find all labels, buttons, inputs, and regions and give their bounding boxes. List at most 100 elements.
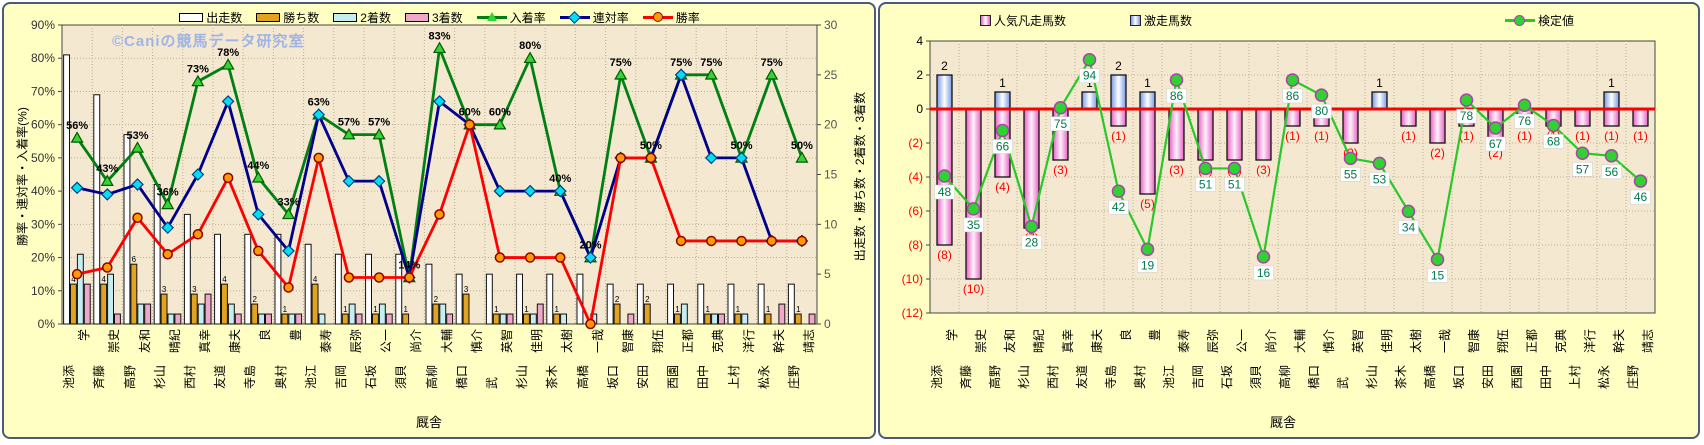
value-label-test-value-7: 42 bbox=[1112, 200, 1126, 214]
marker-quinella-rate-18 bbox=[584, 251, 597, 264]
x-label-stable-22: 田中 克典 bbox=[696, 329, 726, 389]
stable-name: 豊 bbox=[1147, 329, 1162, 342]
bar-wins-8 bbox=[281, 313, 289, 325]
stable-name: 安田 bbox=[635, 364, 650, 389]
stable-name: 靖志 bbox=[1640, 329, 1655, 354]
value-label-test-value-4: 28 bbox=[1025, 236, 1039, 250]
bar-starts-22 bbox=[697, 283, 705, 325]
bar-label-wins-22: 1 bbox=[705, 305, 710, 314]
y-left-tick-label: 30% bbox=[31, 217, 55, 231]
stable-name: 高橋 bbox=[575, 364, 590, 389]
value-label-box-23 bbox=[1572, 162, 1593, 177]
bar-wins-11 bbox=[372, 313, 379, 325]
x-label-stable-5: 西村 真幸 bbox=[1046, 329, 1076, 389]
stable-name: 石坂 bbox=[1219, 364, 1234, 389]
bar-label-wins-1: 4 bbox=[71, 275, 76, 284]
value-label-box-13 bbox=[1282, 88, 1303, 104]
y-left-tick-label: 90% bbox=[31, 18, 55, 32]
stable-name: 斉藤 bbox=[92, 364, 107, 389]
value-label-place-rate-13: 83% bbox=[428, 30, 450, 42]
stable-name: 松永 bbox=[1596, 364, 1611, 389]
bar-label-wins-8: 1 bbox=[283, 305, 288, 314]
x-label-stable-5: 西村 真幸 bbox=[183, 329, 213, 389]
legend-bar-swatch-icon bbox=[333, 12, 358, 22]
x-label-stable-16: 杉山 佳明 bbox=[1365, 329, 1395, 389]
marker-win-rate-18 bbox=[585, 318, 596, 330]
value-label-place-rate-9: 63% bbox=[308, 97, 330, 109]
x-label-stable-10: 吉岡 辰弥 bbox=[1191, 329, 1221, 389]
marker-test-value-7 bbox=[1111, 184, 1126, 198]
bar-wins-13 bbox=[432, 303, 440, 325]
stable-name: 学 bbox=[77, 329, 92, 342]
value-label-place-rate-5: 73% bbox=[187, 63, 209, 75]
stable-name: 尚介 bbox=[1263, 329, 1278, 354]
value-label-test-value-24: 56 bbox=[1605, 165, 1619, 179]
marker-win-rate-25 bbox=[796, 235, 808, 247]
value-label-place-rate-17: 40% bbox=[549, 173, 571, 185]
bar-surge-count-16 bbox=[1371, 91, 1388, 110]
marker-test-value-19 bbox=[1459, 93, 1474, 107]
value-label-test-value-3: 66 bbox=[996, 140, 1010, 154]
bar-wins-23 bbox=[734, 313, 742, 325]
bar-seconds-23 bbox=[741, 313, 749, 325]
bar-label-flop-count-8: (5) bbox=[1140, 197, 1155, 211]
bar-label-flop-count-18: (2) bbox=[1430, 146, 1445, 160]
y-tick-label: (2) bbox=[908, 136, 923, 150]
bar-thirds-11 bbox=[385, 313, 393, 325]
bar-label-wins-23: 1 bbox=[736, 305, 741, 314]
bar-thirds-8 bbox=[295, 313, 303, 325]
value-label-test-value-14: 80 bbox=[1315, 104, 1329, 118]
bar-surge-count-3 bbox=[994, 91, 1011, 110]
x-label-stable-3: 高野 友和 bbox=[123, 329, 153, 389]
bar-wins-6 bbox=[221, 283, 228, 325]
zero-line bbox=[930, 107, 1655, 111]
value-label-place-rate-11: 57% bbox=[368, 117, 390, 129]
value-label-place-rate-20: 50% bbox=[640, 140, 662, 152]
x-label-stable-18: 高橋 一哉 bbox=[576, 329, 606, 389]
value-label-test-value-8: 19 bbox=[1141, 258, 1155, 272]
value-label-place-rate-23: 50% bbox=[730, 140, 752, 152]
x-label-stable-24: 松永 幹夫 bbox=[1597, 329, 1627, 389]
x-label-stable-24: 松永 幹夫 bbox=[757, 329, 787, 389]
bar-starts-24 bbox=[757, 283, 765, 325]
y-left-tick-label: 20% bbox=[31, 251, 55, 265]
stable-name: 吉岡 bbox=[333, 364, 348, 389]
stable-name: 寺島 bbox=[1103, 364, 1118, 389]
marker-test-value-16 bbox=[1372, 156, 1387, 171]
bar-label-surge-count-7: 2 bbox=[1115, 59, 1122, 73]
value-label-box-22 bbox=[1543, 134, 1564, 149]
legend-item-2: 2着数 bbox=[333, 9, 391, 26]
value-label-place-rate-1: 56% bbox=[66, 120, 88, 132]
x-label-stable-20: 安田 翔伍 bbox=[636, 329, 666, 389]
x-label-stable-13: 高柳 大輔 bbox=[1278, 329, 1308, 389]
stable-name: 庄野 bbox=[1625, 364, 1640, 389]
bar-starts-13 bbox=[425, 263, 433, 325]
stable-name: 幹夫 bbox=[1611, 329, 1626, 354]
bar-starts-23 bbox=[727, 283, 735, 325]
bar-label-wins-7: 2 bbox=[252, 295, 257, 304]
bar-seconds-16 bbox=[529, 313, 537, 325]
stable-name: 洋行 bbox=[1582, 329, 1597, 354]
value-label-place-rate-3: 53% bbox=[126, 130, 148, 142]
marker-place-rate-8 bbox=[281, 207, 296, 220]
bar-flop-count-18 bbox=[1429, 108, 1446, 144]
marker-place-rate-16 bbox=[523, 51, 537, 64]
x-label-stable-17: 茶木 太樹 bbox=[1394, 329, 1424, 389]
value-label-test-value-19: 78 bbox=[1460, 109, 1474, 123]
stable-name: 杉山 bbox=[515, 364, 530, 389]
x-label-stable-21: 西園 正都 bbox=[1510, 329, 1540, 389]
bar-thirds-6 bbox=[234, 313, 242, 325]
x-label-stable-6: 友道 康夫 bbox=[213, 329, 243, 389]
marker-quinella-rate-8 bbox=[282, 244, 295, 258]
stable-name: 友道 bbox=[1074, 364, 1089, 389]
bar-thirds-22 bbox=[718, 313, 725, 325]
x-label-stable-19: 坂口 智康 bbox=[606, 329, 636, 389]
marker-win-rate-15 bbox=[494, 252, 506, 263]
legend-line-swatch-icon bbox=[559, 10, 590, 24]
stable-name: 池添 bbox=[929, 364, 944, 389]
marker-win-rate-23 bbox=[736, 235, 747, 247]
stable-name: 茶木 bbox=[1393, 364, 1408, 389]
y-left-tick-label: 80% bbox=[31, 51, 55, 65]
value-label-test-value-16: 53 bbox=[1373, 172, 1387, 186]
stable-name: 西村 bbox=[1045, 364, 1060, 389]
